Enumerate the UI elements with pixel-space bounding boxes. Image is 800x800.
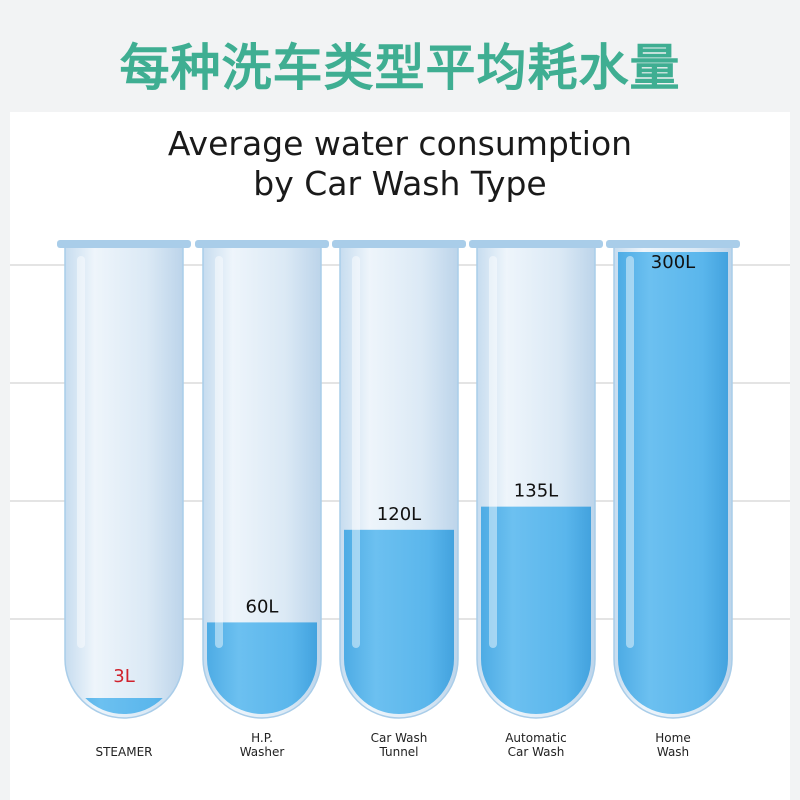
category-label-line: Home (655, 731, 691, 745)
tube-rim (195, 240, 329, 248)
value-label: 120L (377, 504, 421, 525)
category-label-line: Tunnel (379, 745, 419, 759)
tube-rim (332, 240, 466, 248)
tube-rim (606, 240, 740, 248)
value-label: 135L (514, 481, 558, 502)
tube-rim (57, 240, 191, 248)
category-label-line: H.P. (251, 731, 273, 745)
chart-title-line-2: by Car Wash Type (253, 164, 547, 203)
water-fill (481, 506, 591, 714)
tube-2: 60L (195, 240, 329, 719)
tube-highlight (215, 256, 223, 648)
tube-4: 135L (469, 240, 603, 719)
tube-1: 3L (57, 240, 191, 719)
tube-highlight (77, 256, 85, 648)
water-fill (618, 252, 728, 714)
value-label: 60L (246, 596, 279, 617)
tube-3: 120L (332, 240, 466, 719)
category-label: Car Wash Tunnel (334, 731, 464, 759)
chart-title: Average water consumption by Car Wash Ty… (0, 124, 800, 204)
water-fill (344, 529, 454, 714)
category-label: Automatic Car Wash (471, 731, 601, 759)
chart-title-line-1: Average water consumption (167, 124, 633, 163)
tube-glass (202, 245, 322, 719)
category-label-line: Car Wash (370, 731, 428, 745)
category-label-line: Washer (239, 745, 285, 759)
tube-highlight (352, 256, 360, 648)
tube-5: 300L (606, 240, 740, 719)
category-label-line: Wash (656, 745, 690, 759)
tube-highlight (489, 256, 497, 648)
category-label: H.P. Washer (197, 731, 327, 759)
category-label: STEAMER (59, 745, 189, 759)
category-label-line: Automatic (505, 731, 567, 745)
category-label-line: STEAMER (95, 745, 153, 759)
category-label-line: Car Wash (507, 745, 565, 759)
water-fill (207, 622, 317, 714)
value-label: 3L (113, 666, 134, 687)
chinese-title: 每种洗车类型平均耗水量 (119, 39, 681, 97)
category-label: Home Wash (608, 731, 738, 759)
tube-glass (64, 245, 184, 719)
value-label: 300L (651, 252, 695, 273)
tube-rim (469, 240, 603, 248)
tube-highlight (626, 256, 634, 648)
